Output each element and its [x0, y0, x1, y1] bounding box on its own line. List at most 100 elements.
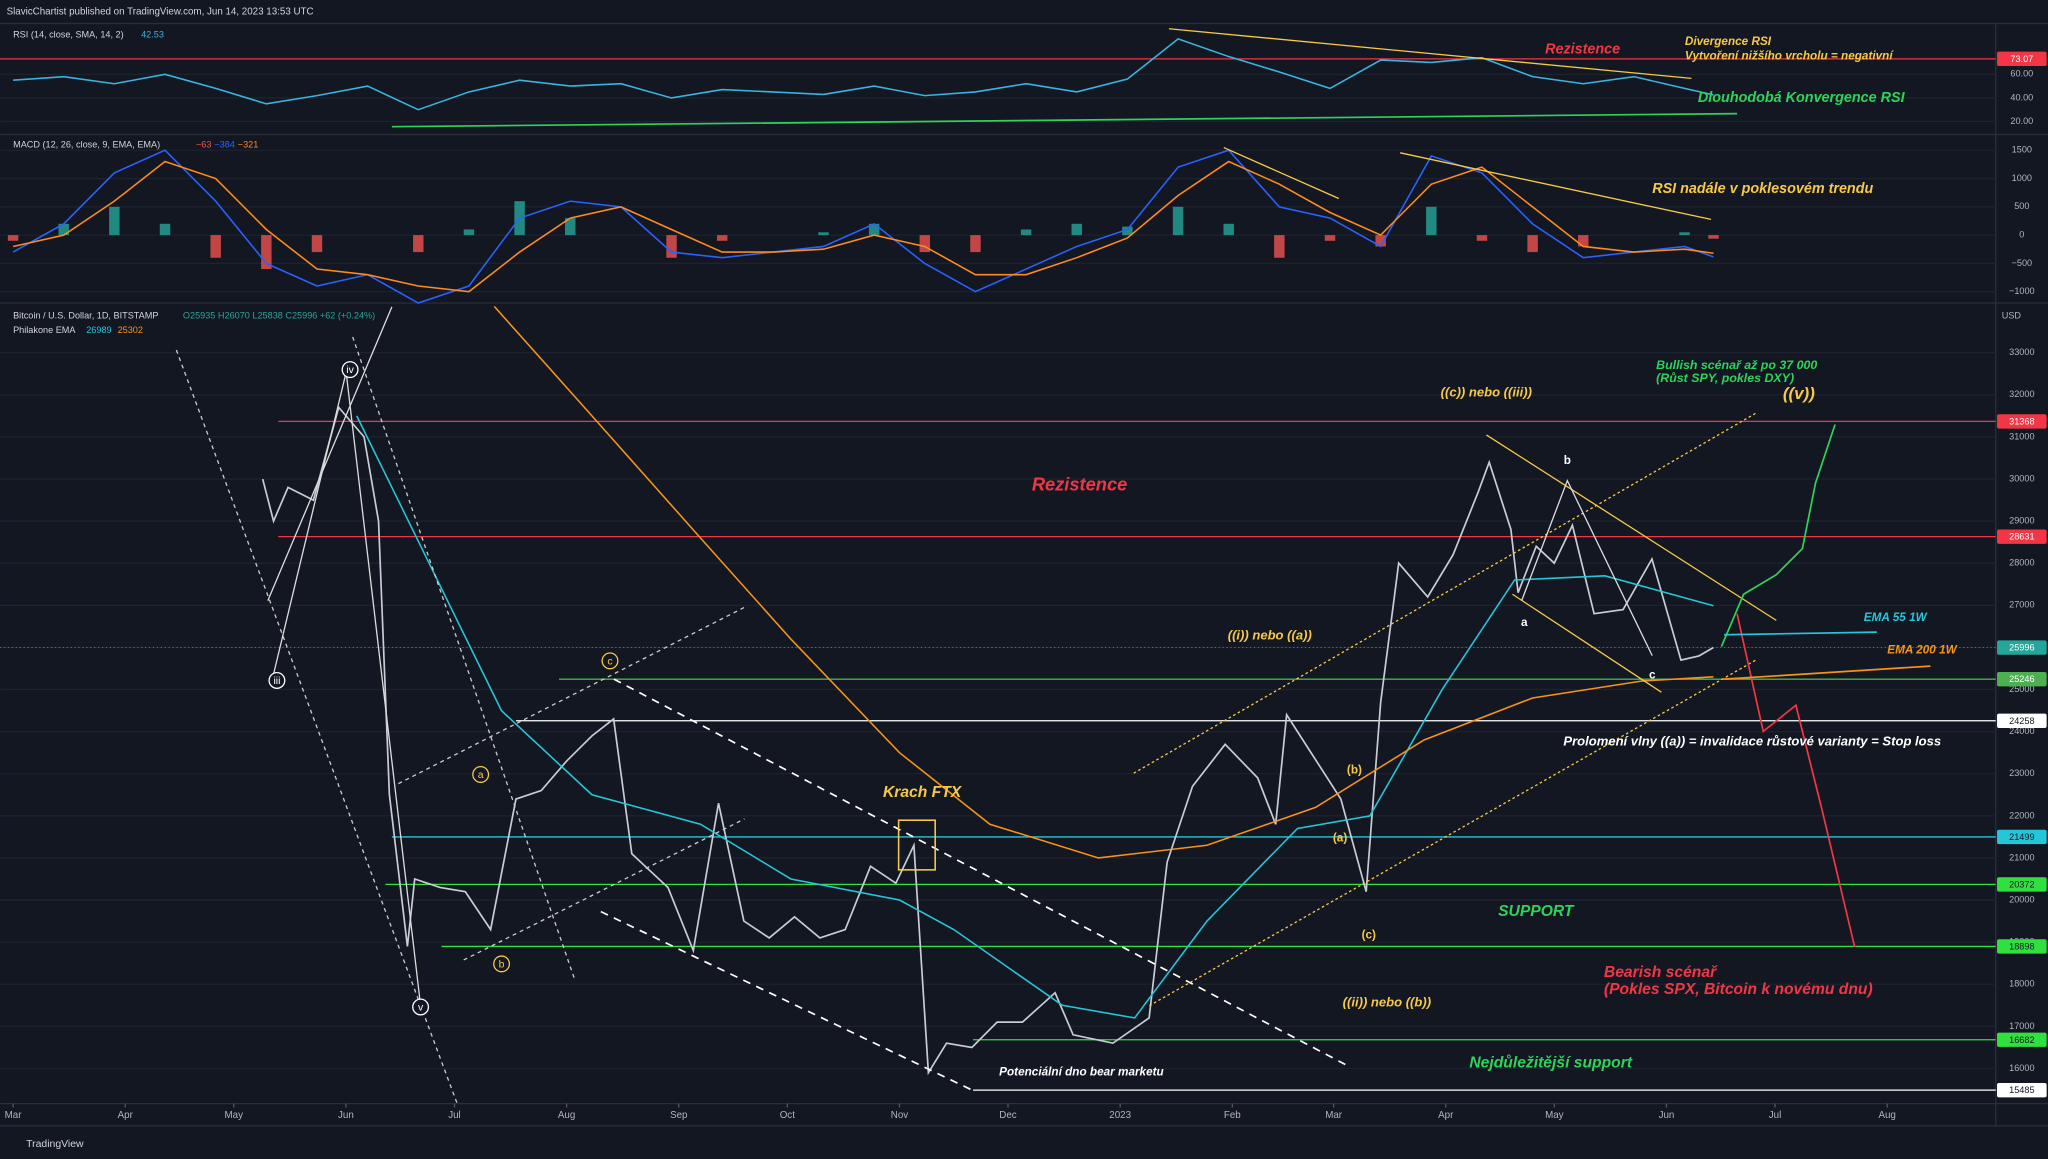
annotation: (Růst SPY, pokles DXY)	[1656, 371, 1794, 385]
level-label: 25996	[2009, 643, 2034, 653]
histogram-bar	[919, 235, 931, 253]
histogram-bar	[7, 235, 19, 241]
histogram-bar	[666, 235, 677, 258]
histogram-bar	[1071, 223, 1082, 236]
histogram-bar	[868, 223, 880, 236]
histogram-bar	[58, 223, 69, 236]
drawing-line	[1724, 631, 1877, 636]
histogram-bar	[109, 206, 120, 236]
level-label: 28631	[2009, 532, 2034, 542]
legend-text: Philakone EMA	[13, 325, 76, 335]
drawing-line	[1723, 665, 1931, 680]
y-tick-label: 29000	[2009, 516, 2034, 526]
level-label: 20372	[2009, 879, 2034, 889]
drawing-line	[391, 112, 1738, 128]
y-tick-label: 21000	[2009, 852, 2034, 862]
histogram-bar	[1274, 235, 1285, 258]
y-tick-label: 0	[2019, 230, 2024, 240]
series-name: EMA 200 1W	[1887, 644, 1957, 657]
level-label: 73.07	[2010, 54, 2033, 64]
histogram-bar	[1527, 235, 1538, 253]
histogram-bar	[1122, 226, 1133, 236]
wave-label: c	[607, 656, 612, 667]
annotation: Divergence RSI	[1685, 35, 1772, 48]
annotation: Prolomení vlny ((a)) = invalidace růstov…	[1563, 733, 1941, 748]
wave-circle	[341, 361, 359, 379]
y-tick-label: 27000	[2009, 600, 2034, 610]
y-tick-label: 32000	[2009, 389, 2034, 399]
level-box	[1997, 671, 2047, 687]
level-box	[1997, 1032, 2047, 1047]
x-tick-label: Feb	[1224, 1110, 1241, 1121]
wave-circle	[412, 998, 430, 1016]
y-tick-label: −1000	[2009, 286, 2035, 296]
level-box	[1997, 877, 2047, 892]
y-tick-label: 17000	[2009, 1021, 2034, 1031]
drawing-line	[1736, 613, 1856, 948]
y-tick-label: 20.00	[2010, 116, 2033, 126]
annotation: Potenciální dno bear marketu	[999, 1065, 1164, 1078]
y-tick-label: 24000	[2009, 726, 2034, 736]
histogram-bar	[1223, 223, 1234, 236]
level-label: 15485	[2009, 1085, 2034, 1095]
wave-label: (c)	[1362, 928, 1376, 941]
drawing-line	[1485, 434, 1777, 621]
y-tick-label: 1500	[2012, 145, 2032, 155]
wave-label: v	[418, 1002, 424, 1013]
x-tick-label: May	[225, 1110, 244, 1121]
level-label: 18898	[2009, 942, 2034, 952]
x-tick-label: Jul	[1769, 1110, 1782, 1121]
histogram-bar	[1476, 235, 1488, 241]
drawing-line	[463, 818, 745, 961]
series-line	[12, 160, 1714, 293]
annotation: Krach FTX	[883, 784, 963, 801]
drawing-line	[267, 306, 393, 602]
histogram-bar	[1020, 229, 1032, 236]
level-box	[1997, 414, 2047, 429]
histogram-bar	[1375, 235, 1386, 247]
annotation: RSI nadále v poklesovém trendu	[1652, 181, 1873, 197]
series-line	[493, 305, 1714, 859]
drawing-line	[1223, 146, 1340, 200]
legend-text: O25935 H26070 L25838 C25996 +62 (+0.24%)	[183, 310, 375, 320]
level-box	[1997, 829, 2047, 845]
y-tick-label: 25000	[2009, 684, 2034, 694]
drawing-line	[1400, 152, 1712, 221]
wave-label: c	[1649, 668, 1656, 681]
y-tick-label: 30000	[2009, 473, 2034, 483]
histogram-bar	[565, 218, 576, 236]
level-label: 31368	[2009, 416, 2034, 426]
series-line	[356, 415, 1714, 1019]
legend-text: −384	[214, 139, 235, 149]
x-tick-label: Apr	[1438, 1110, 1454, 1121]
histogram-bar	[818, 232, 829, 236]
ftx-box	[897, 819, 936, 871]
wave-circle	[601, 652, 619, 670]
wave-label: (b)	[1347, 764, 1362, 777]
x-tick-label: Jun	[1659, 1110, 1675, 1121]
y-tick-label: 40.00	[2010, 92, 2033, 102]
legend-text: −321	[238, 139, 259, 149]
footer: TradingView	[26, 1139, 84, 1150]
wave-circle	[268, 671, 286, 689]
level-label: 25246	[2009, 674, 2034, 684]
drawing-line	[1520, 478, 1653, 656]
annotation: ((c)) nebo ((iii))	[1441, 385, 1532, 400]
level-label: 21499	[2009, 832, 2034, 842]
histogram-bar	[1172, 206, 1184, 236]
level-label: 24258	[2009, 716, 2034, 726]
wave-label: b	[499, 959, 505, 970]
annotation: Bullish scénař až po 37 000	[1656, 358, 1817, 372]
currency: USD	[2002, 310, 2022, 320]
x-tick-label: Aug	[558, 1110, 575, 1121]
drawing-line	[352, 336, 576, 980]
y-tick-label: 500	[2014, 201, 2029, 211]
histogram-bar	[1578, 235, 1589, 247]
histogram-bar	[1324, 235, 1336, 241]
y-tick-label: 20000	[2009, 894, 2034, 904]
series-line	[261, 405, 1714, 1076]
annotation: SUPPORT	[1498, 903, 1575, 920]
histogram-bar	[210, 235, 221, 258]
wave-circle	[472, 766, 490, 783]
annotation: Nejdůležitější support	[1469, 1053, 1632, 1071]
